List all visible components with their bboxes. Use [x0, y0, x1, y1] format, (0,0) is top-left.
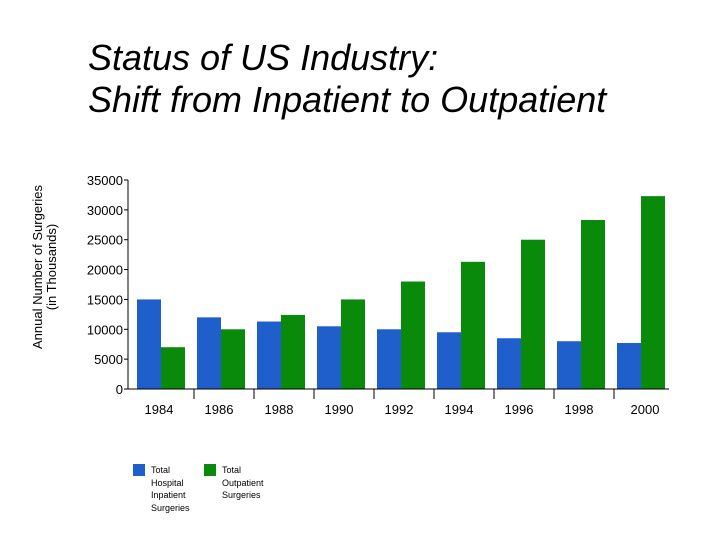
y-tick-label: 5000	[94, 352, 123, 367]
bar-outpatient-1988	[281, 314, 305, 389]
legend-label-line: Surgeries	[151, 502, 190, 513]
legend-label-line: Surgeries	[222, 490, 261, 500]
y-axis-label: Annual Number of Surgeries (in Thousands…	[30, 184, 59, 349]
legend-label-line: Hospital	[151, 477, 184, 488]
x-tick-label-1992: 1992	[385, 402, 414, 417]
chart-title-line-1: Status of US Industry:	[88, 37, 439, 78]
bar-outpatient-1986	[221, 329, 245, 389]
x-tick-label-2000: 2000	[631, 402, 660, 417]
legend-label-line: Total	[222, 465, 242, 475]
bar-inpatient-1986	[197, 317, 221, 389]
bar-inpatient-1984	[137, 299, 161, 389]
y-axis-label-line-1: Annual Number of Surgeries	[30, 184, 45, 349]
bar-inpatient-1988	[257, 321, 281, 389]
legend-label-inpatient: Total Hospital Inpatient Surgeries	[151, 464, 221, 514]
y-tick-label: 15000	[87, 292, 123, 307]
x-tick-label-1990: 1990	[325, 402, 354, 417]
x-ticks: 1984 1986 1988 1990 1992 1994 1996 1998 2000	[145, 389, 660, 417]
x-tick-label-1986: 1986	[205, 402, 234, 417]
bar-inpatient-1992	[377, 329, 401, 389]
bar-outpatient-2000	[641, 196, 665, 389]
bar-inpatient-2000	[617, 343, 641, 389]
x-tick-label-1994: 1994	[445, 402, 474, 417]
bar-outpatient-1996	[521, 239, 545, 389]
legend-label-line: Inpatient	[151, 490, 186, 500]
x-tick-label-1984: 1984	[145, 402, 174, 417]
chart-title-line-2: Shift from Inpatient to Outpatient	[88, 79, 607, 120]
y-tick-label: 30000	[87, 203, 123, 218]
bar-outpatient-1994	[461, 261, 485, 389]
bar-outpatient-1990	[341, 299, 365, 389]
legend-label-outpatient: Total Outpatient Surgeries	[222, 464, 292, 502]
legend-swatch-inpatient	[133, 464, 145, 476]
y-ticks: 0 5000 10000 15000 20000 25000 30000 35000	[87, 173, 128, 397]
legend-label-line: Total	[151, 465, 171, 475]
legend-swatch-outpatient	[204, 464, 216, 476]
bar-inpatient-1998	[557, 341, 581, 389]
y-tick-label: 25000	[87, 233, 123, 248]
bar-outpatient-1998	[581, 220, 605, 389]
bar-inpatient-1996	[497, 338, 521, 389]
y-axis-label-line-2: (in Thousands)	[44, 224, 59, 310]
y-tick-label: 0	[116, 382, 123, 397]
y-tick-label: 35000	[87, 173, 123, 188]
bars	[137, 196, 665, 389]
x-tick-label-1988: 1988	[265, 402, 294, 417]
bar-inpatient-1990	[317, 326, 341, 389]
legend-label-line: Outpatient	[222, 477, 264, 488]
x-tick-label-1998: 1998	[565, 402, 594, 417]
bar-outpatient-1984	[161, 347, 185, 389]
bar-inpatient-1994	[437, 332, 461, 389]
x-tick-label-1996: 1996	[505, 402, 534, 417]
y-tick-label: 20000	[87, 263, 123, 278]
y-tick-label: 10000	[87, 322, 123, 337]
axes	[127, 180, 669, 390]
bar-outpatient-1992	[401, 281, 425, 389]
